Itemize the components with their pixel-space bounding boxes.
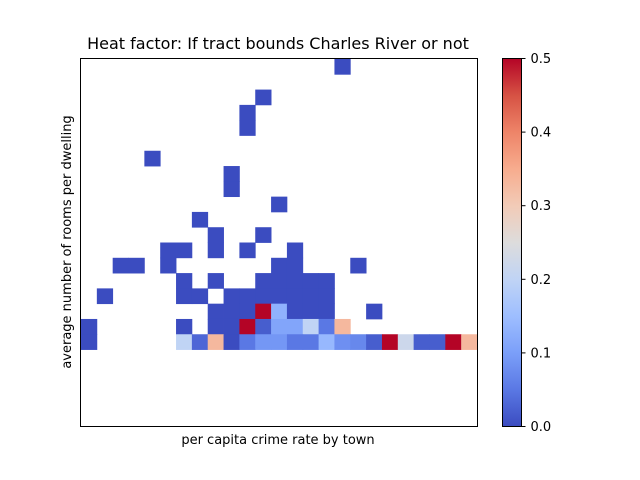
heatmap-cell — [223, 318, 240, 335]
heatmap-cell — [191, 288, 209, 305]
chart-title: Heat factor: If tract bounds Charles Riv… — [87, 34, 469, 53]
heatmap-cell — [191, 211, 209, 228]
y-axis-label: average number of rooms per dwelling — [60, 115, 75, 368]
heatmap-cell — [239, 303, 256, 320]
heatmap-cell — [207, 273, 224, 289]
heatmap-cell — [255, 273, 272, 289]
colorbar-gradient — [502, 58, 522, 427]
heatmap-cell — [239, 242, 256, 259]
heatmap-cell — [207, 334, 224, 350]
heatmap-cell — [302, 273, 319, 289]
heatmap-cell — [271, 288, 288, 305]
heatmap-cell — [191, 334, 209, 350]
heatmap-cell — [302, 318, 319, 335]
heatmap-cell — [81, 318, 98, 335]
heatmap-cell — [461, 334, 478, 350]
heatmap-cell — [176, 273, 193, 289]
heatmap-cell — [286, 288, 304, 305]
heatmap-cell — [302, 288, 319, 305]
heatmap-cell — [286, 257, 304, 274]
colorbar-tick-label: 0.0 — [531, 420, 552, 435]
heatmap-cell — [112, 257, 129, 274]
heatmap-cell — [286, 303, 304, 320]
heatmap-cell — [271, 196, 288, 213]
heatmap-cell — [239, 120, 256, 136]
heatmap-cell — [81, 334, 98, 350]
heatmap-cell — [334, 318, 351, 335]
heatmap-cell — [176, 318, 193, 335]
heatmap-cell — [255, 334, 272, 350]
heatmap-cell — [271, 273, 288, 289]
heatmap-cell — [397, 334, 415, 350]
heatmap-cell — [96, 288, 114, 305]
heatmap-cell — [239, 104, 256, 121]
heatmap-cell — [271, 303, 288, 320]
heatmap-cell — [271, 318, 288, 335]
x-axis-label: per capita crime rate by town — [181, 433, 374, 448]
heatmap-cell — [286, 273, 304, 289]
colorbar-tick-label: 0.2 — [531, 273, 552, 288]
heatmap-cell — [318, 303, 335, 320]
heatmap-cell — [223, 288, 240, 305]
heatmap-cell — [350, 334, 367, 350]
heatmap-cell — [239, 334, 256, 350]
heatmap-cell — [366, 334, 383, 350]
colorbar-tick-label: 0.4 — [531, 126, 552, 141]
heatmap-cell — [286, 334, 304, 350]
heatmap-cell — [381, 334, 399, 350]
heatmap-cell — [366, 303, 383, 320]
heatmap-cell — [223, 166, 240, 182]
heatmap-cell — [318, 288, 335, 305]
heatmap-cell — [302, 334, 319, 350]
heatmap-cell — [334, 59, 351, 75]
heatmap-cell — [223, 181, 240, 198]
heatmap-cell — [239, 318, 256, 335]
heatmap-cell — [255, 227, 272, 243]
heatmap-cell — [223, 334, 240, 350]
heatmap-cell — [128, 257, 145, 274]
heatmap-cell — [255, 89, 272, 106]
heatmap-cell — [255, 318, 272, 335]
heatmap-cell — [413, 334, 430, 350]
heatmap-cell — [176, 334, 193, 350]
heatmap-cell — [271, 334, 288, 350]
colorbar-tick-label: 0.1 — [531, 346, 552, 361]
colorbar-tick-label: 0.3 — [531, 199, 552, 214]
heatmap-cell — [302, 303, 319, 320]
colorbar: 0.0 0.1 0.2 0.3 0.4 0.5 — [502, 52, 552, 435]
heatmap-cell — [144, 150, 161, 167]
heatmap-cell — [239, 288, 256, 305]
heatmap-cell — [286, 242, 304, 259]
heatmap-cell — [350, 257, 367, 274]
heatmap-cells — [81, 59, 478, 350]
heatmap-cell — [286, 318, 304, 335]
heatmap-cell — [255, 288, 272, 305]
heatmap-cell — [429, 334, 446, 350]
heatmap-cell — [207, 227, 224, 243]
heatmap-cell — [207, 303, 224, 320]
heatmap-cell — [160, 257, 177, 274]
heatmap-cell — [176, 242, 193, 259]
heatmap-cell — [207, 318, 224, 335]
heatmap-cell — [160, 242, 177, 259]
heatmap-cell — [445, 334, 462, 350]
heatmap-cell — [223, 303, 240, 320]
heatmap-cell — [318, 318, 335, 335]
heatmap-cell — [255, 303, 272, 320]
heatmap-cell — [271, 257, 288, 274]
colorbar-tick-label: 0.5 — [531, 52, 552, 67]
colorbar-ticks: 0.0 0.1 0.2 0.3 0.4 0.5 — [521, 52, 552, 435]
heatmap-cell — [318, 334, 335, 350]
heatmap-cell — [176, 288, 193, 305]
heatmap-cell — [318, 273, 335, 289]
heatmap-cell — [207, 242, 224, 259]
heatmap-cell — [334, 334, 351, 350]
plot-frame — [80, 58, 478, 427]
